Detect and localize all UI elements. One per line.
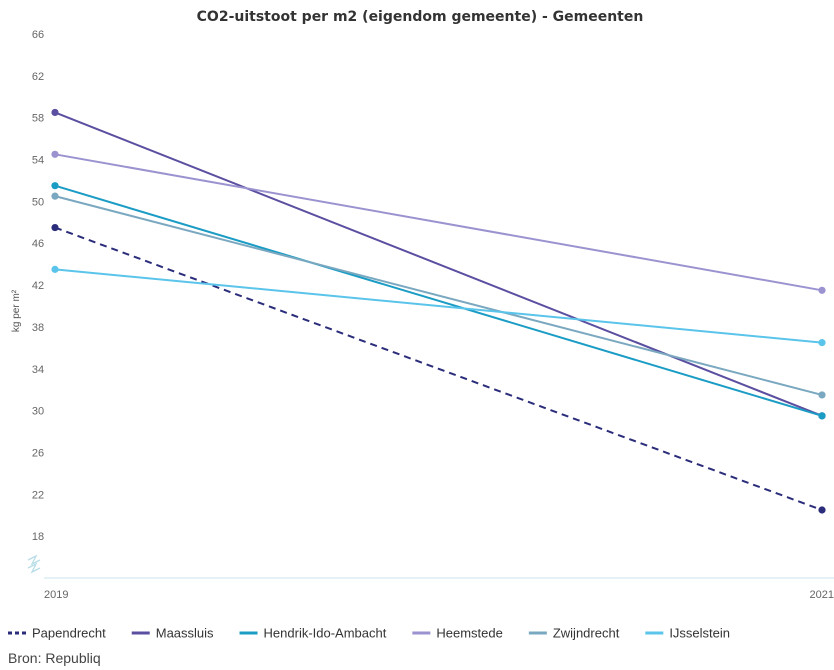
x-tick-label: 2021 — [810, 589, 834, 601]
y-tick-label: 34 — [32, 364, 44, 376]
x-tick-label: 2019 — [44, 589, 68, 601]
series-line — [54, 268, 823, 344]
y-axis: 18 22 26 30 34 38 42 46 50 54 58 62 66 — [32, 29, 44, 543]
series-line — [54, 184, 823, 417]
data-point — [818, 286, 826, 294]
series-line — [54, 153, 823, 292]
legend-item[interactable]: Zwijndrecht — [528, 626, 620, 641]
series-line — [54, 226, 823, 511]
data-point — [51, 223, 59, 232]
legend-label: Papendrecht — [32, 626, 106, 641]
y-tick-label: 46 — [32, 238, 44, 250]
y-tick-label: 18 — [32, 531, 44, 543]
chart-title: CO2-uitstoot per m2 (eigendom gemeente) … — [197, 9, 644, 25]
data-point — [818, 339, 826, 347]
data-point — [51, 108, 59, 117]
legend: Papendrecht Maassluis Hendrik-Ido-Ambacht H… — [8, 626, 730, 641]
data-point — [818, 412, 826, 420]
y-tick-label: 22 — [32, 489, 44, 501]
series-layer — [51, 108, 826, 514]
y-tick-label: 58 — [32, 113, 44, 125]
data-point — [818, 391, 826, 399]
data-point — [51, 150, 59, 158]
data-point — [51, 182, 59, 190]
y-tick-label: 66 — [32, 29, 44, 41]
data-point — [51, 265, 59, 273]
legend-label: Hendrik-Ido-Ambacht — [264, 626, 387, 641]
data-point — [51, 192, 59, 200]
y-axis-label: kg per m² — [11, 289, 22, 332]
legend-item[interactable]: Papendrecht — [8, 626, 106, 641]
y-tick-label: 50 — [32, 196, 44, 208]
legend-label: Heemstede — [436, 626, 502, 641]
x-axis: 2019 2021 — [44, 589, 834, 601]
legend-item[interactable]: Heemstede — [412, 626, 503, 641]
legend-label: Zwijndrecht — [553, 626, 620, 641]
axis-break-icon — [27, 554, 41, 574]
legend-label: IJsselstein — [669, 626, 730, 641]
legend-item[interactable]: Hendrik-Ido-Ambacht — [239, 626, 387, 641]
source-note: Bron: Republiq — [8, 650, 101, 666]
y-tick-label: 38 — [32, 322, 44, 334]
y-tick-label: 54 — [32, 155, 44, 167]
y-tick-label: 42 — [32, 280, 44, 292]
y-tick-label: 26 — [32, 447, 44, 459]
y-tick-label: 30 — [32, 406, 44, 418]
series-line — [54, 195, 823, 396]
line-chart: CO2-uitstoot per m2 (eigendom gemeente) … — [8, 9, 834, 641]
series-line — [54, 111, 823, 417]
data-point — [818, 506, 826, 514]
y-tick-label: 62 — [32, 71, 44, 83]
legend-item[interactable]: IJsselstein — [645, 626, 730, 641]
legend-label: Maassluis — [156, 626, 214, 641]
legend-item[interactable]: Maassluis — [131, 626, 214, 641]
